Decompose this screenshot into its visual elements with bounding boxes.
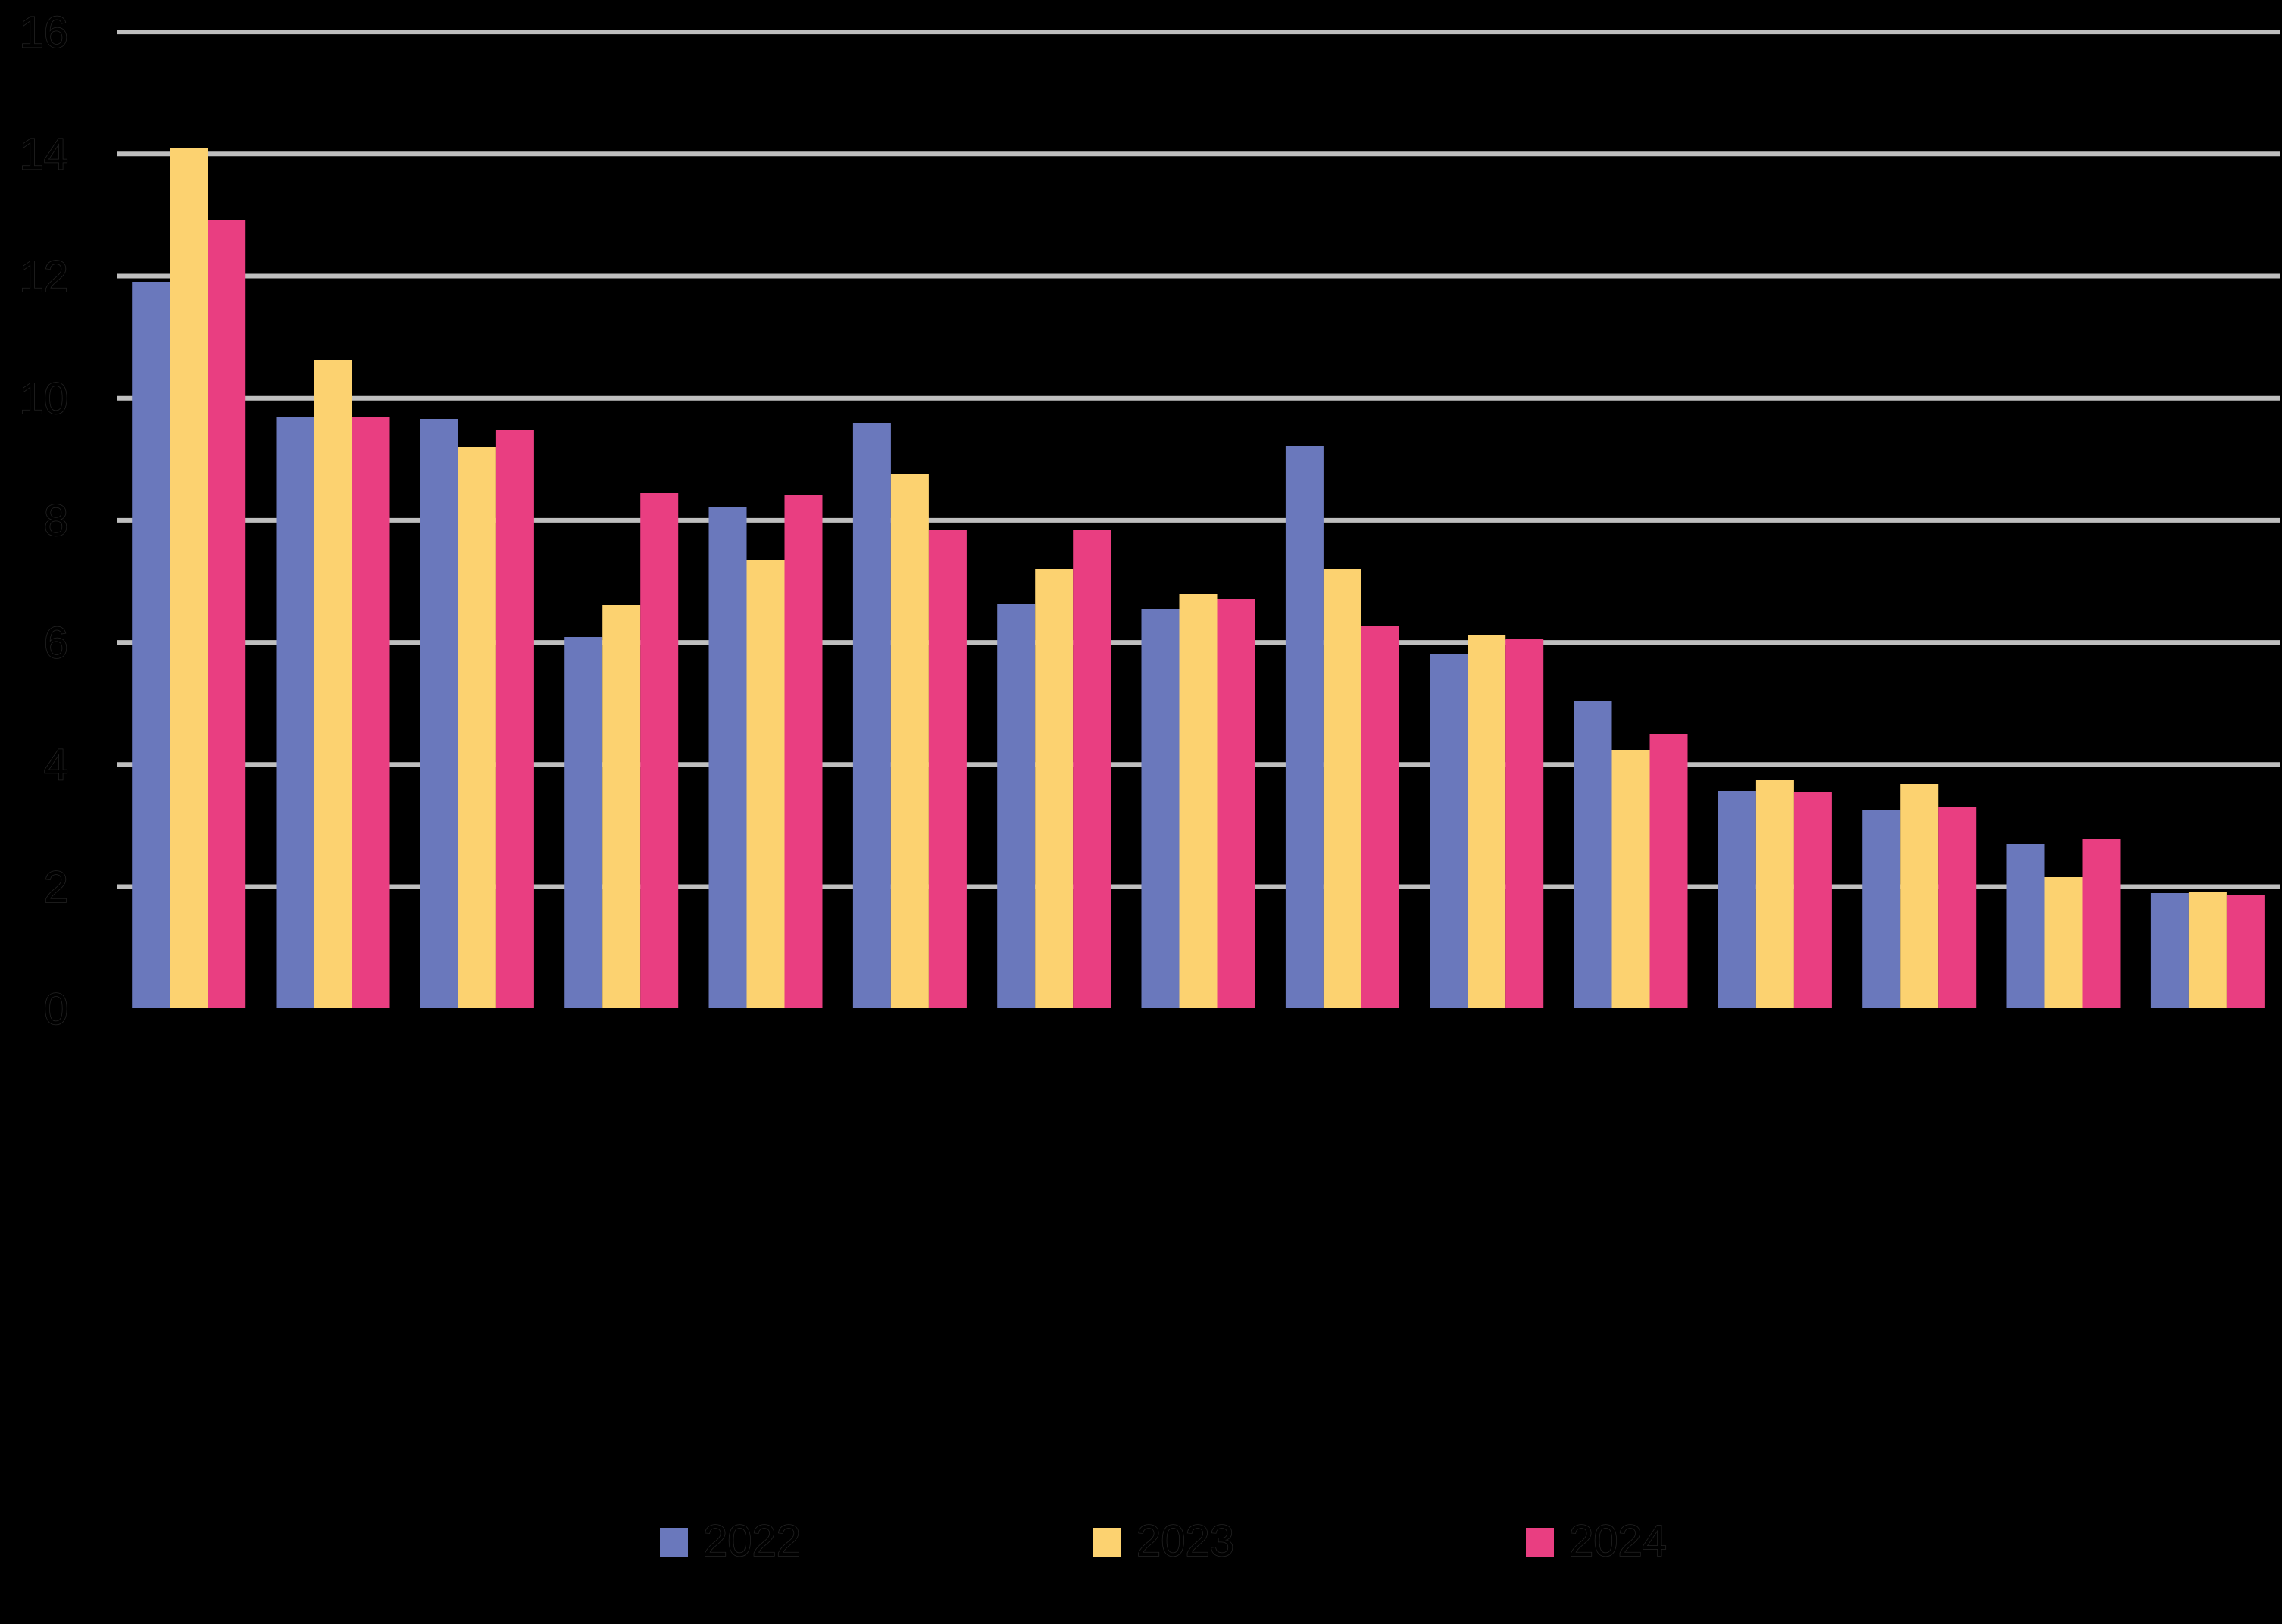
svg-text:12: 12 bbox=[19, 252, 68, 301]
svg-text:0: 0 bbox=[44, 985, 68, 1034]
svg-text:14: 14 bbox=[19, 130, 68, 180]
svg-text:4: 4 bbox=[44, 741, 68, 790]
svg-text:2023: 2023 bbox=[1136, 1516, 1234, 1566]
svg-text:10: 10 bbox=[19, 374, 68, 423]
svg-text:2022: 2022 bbox=[703, 1516, 801, 1566]
svg-text:16: 16 bbox=[19, 8, 68, 57]
svg-text:2024: 2024 bbox=[1569, 1516, 1667, 1566]
svg-text:6: 6 bbox=[44, 618, 68, 667]
svg-text:8: 8 bbox=[44, 496, 68, 545]
svg-text:2: 2 bbox=[44, 863, 68, 912]
